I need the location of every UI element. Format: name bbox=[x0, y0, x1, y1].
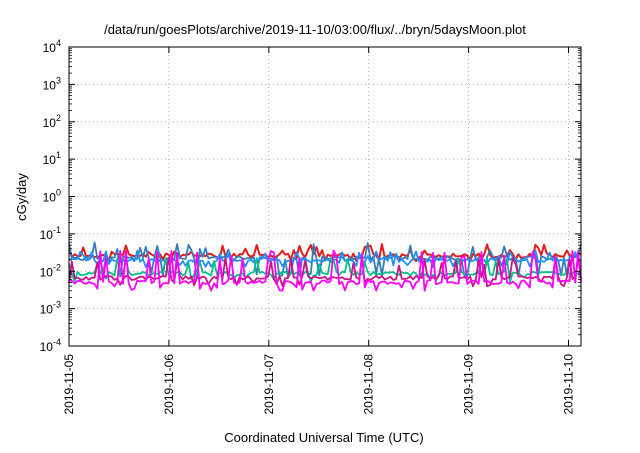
x-tick-label: 2019-11-08 bbox=[362, 354, 376, 415]
chart-title: /data/run/goesPlots/archive/2019-11-10/0… bbox=[104, 22, 526, 37]
y-tick-label: 10-2 bbox=[40, 262, 61, 279]
y-tick-exponent: 4 bbox=[56, 38, 61, 48]
x-axis-label: Coordinated Universal Time (UTC) bbox=[224, 430, 423, 445]
y-tick-exponent: -3 bbox=[53, 300, 61, 310]
y-tick-label: 102 bbox=[43, 113, 61, 130]
y-tick-label: 10-1 bbox=[40, 225, 61, 242]
y-tick-label: 104 bbox=[43, 38, 61, 55]
y-tick-exponent: 1 bbox=[56, 150, 61, 160]
ticks: 10-410-310-210-11001011021031042019-11-0… bbox=[40, 38, 581, 415]
y-tick-exponent: 0 bbox=[56, 188, 61, 198]
x-tick-label: 2019-11-05 bbox=[62, 354, 76, 415]
grid bbox=[68, 47, 581, 346]
y-tick-exponent: -2 bbox=[53, 262, 61, 272]
series-layer bbox=[68, 241, 582, 292]
y-tick-label: 10-4 bbox=[40, 337, 61, 354]
y-tick-exponent: 2 bbox=[56, 113, 61, 123]
y-axis-label: cGy/day bbox=[14, 173, 29, 221]
series-line-6 bbox=[68, 249, 582, 292]
x-tick-label: 2019-11-10 bbox=[562, 354, 576, 415]
y-tick-exponent: 3 bbox=[56, 75, 61, 85]
y-tick-label: 100 bbox=[43, 188, 61, 205]
y-tick-exponent: -1 bbox=[53, 225, 61, 235]
x-tick-label: 2019-11-07 bbox=[262, 354, 276, 415]
y-tick-label: 101 bbox=[43, 150, 61, 167]
y-tick-label: 10-3 bbox=[40, 300, 61, 317]
y-tick-label: 103 bbox=[43, 75, 61, 92]
x-tick-label: 2019-11-06 bbox=[162, 354, 176, 415]
x-tick-label: 2019-11-09 bbox=[462, 354, 476, 415]
y-tick-exponent: -4 bbox=[53, 337, 61, 347]
